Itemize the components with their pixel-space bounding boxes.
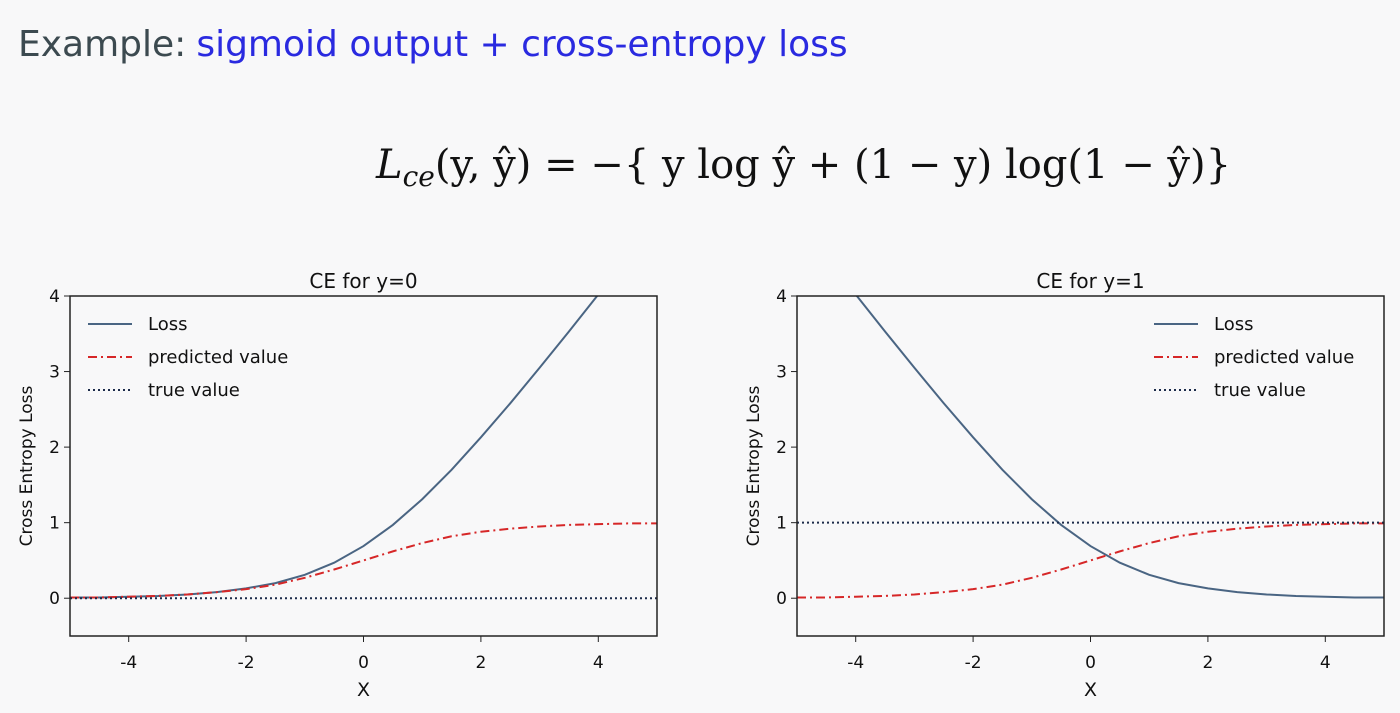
plot-frame	[69, 295, 658, 637]
y-axis-label: Cross Entropy Loss	[744, 385, 764, 546]
y-tick-label: 4	[776, 287, 787, 307]
x-tick-label: 2	[475, 653, 486, 673]
formula-subscript: ce	[403, 160, 435, 193]
x-tick-label: 0	[358, 653, 369, 673]
legend-label: true value	[1214, 380, 1306, 401]
x-tick-label: -4	[847, 653, 864, 673]
y-tick-label: 1	[49, 514, 60, 534]
y-tick-label: 3	[776, 363, 787, 383]
legend-label: predicted value	[148, 347, 288, 368]
y-axis-label: Cross Entropy Loss	[17, 385, 37, 546]
x-tick-label: 0	[1085, 653, 1096, 673]
series-line	[855, 296, 1384, 599]
legend-label: predicted value	[1214, 347, 1354, 368]
chart: CE for y=1 X Cross Entropy Loss 0 1 2 3 4 -4 -2 0 2…	[744, 269, 1385, 701]
title-prefix: Example:	[18, 24, 186, 65]
y-tick-label: 1	[776, 514, 787, 534]
formula: Lce(y, ŷ) = −{ y log ŷ + (1 − y) log(1 −…	[375, 142, 1231, 193]
x-axis-label: X	[1084, 679, 1097, 701]
x-tick-label: -2	[238, 653, 255, 673]
y-tick-label: 2	[776, 438, 787, 458]
title-topic: sigmoid output + cross-entropy loss	[196, 24, 847, 65]
y-tick-label: 0	[776, 589, 787, 609]
formula-rest: (y, ŷ) = −{ y log ŷ + (1 − y) log(1 − ŷ)…	[435, 142, 1231, 188]
x-axis-label: X	[357, 679, 370, 701]
legend-label: Loss	[1214, 314, 1253, 335]
y-tick-label: 2	[49, 438, 60, 458]
series-line	[797, 522, 1384, 599]
x-tick-label: -4	[120, 653, 137, 673]
x-tick-label: 4	[1320, 653, 1331, 673]
legend-label: Loss	[148, 314, 187, 335]
x-tick-label: 4	[593, 653, 604, 673]
y-tick-label: 0	[49, 589, 60, 609]
x-tick-label: -2	[965, 653, 982, 673]
y-tick-label: 4	[49, 287, 60, 307]
legend-label: true value	[148, 380, 240, 401]
chart-title: CE for y=1	[1036, 269, 1144, 293]
formula-symbol: L	[375, 142, 403, 188]
x-tick-label: 2	[1202, 653, 1213, 673]
slide-title: Example: sigmoid output + cross-entropy l…	[18, 24, 848, 65]
y-tick-label: 3	[49, 363, 60, 383]
chart: CE for y=0 X Cross Entropy Loss 0 1 2 3 4 -4 -2 0 2…	[17, 269, 658, 701]
series-line	[70, 522, 657, 599]
plot-frame	[796, 295, 1385, 637]
chart-title: CE for y=0	[309, 269, 417, 293]
